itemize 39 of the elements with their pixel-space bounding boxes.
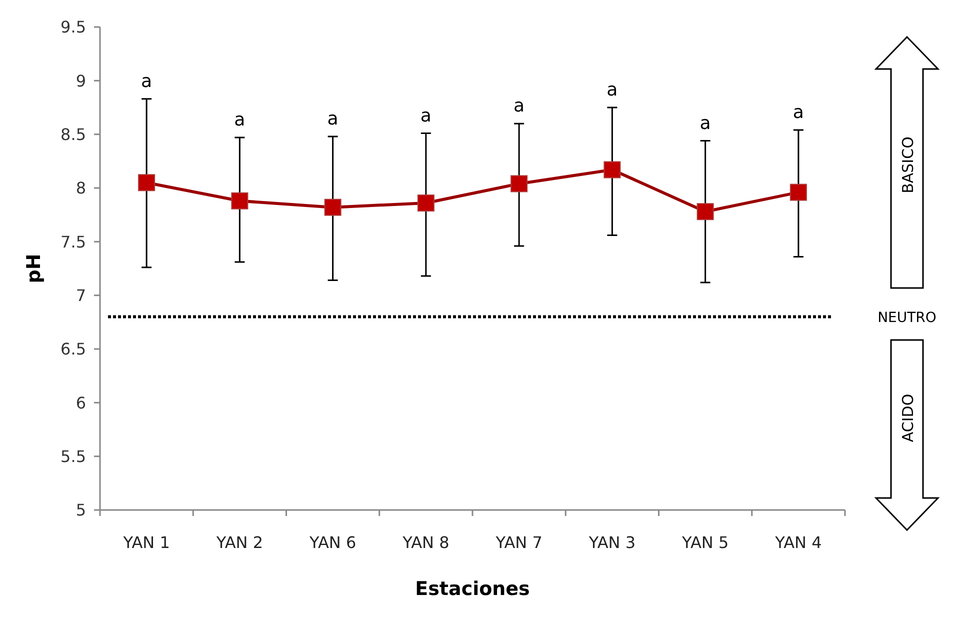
- point: [324, 198, 342, 216]
- x-tick-label: YAN 1: [122, 533, 170, 552]
- point: [790, 184, 807, 201]
- point: [510, 175, 528, 192]
- annotation: a: [792, 102, 804, 124]
- y-tick-label: 8.5: [60, 124, 86, 144]
- point: [696, 203, 714, 220]
- y-tick-label: 6: [76, 393, 86, 412]
- x-tick-label: YAN 8: [402, 533, 450, 552]
- annotation: a: [700, 112, 711, 134]
- point: [417, 194, 434, 212]
- annotation: a: [606, 80, 618, 100]
- y-tick-label: 7: [76, 286, 86, 305]
- y-tick-label: 5.5: [60, 446, 86, 466]
- y-tick-label: 9.5: [60, 18, 86, 37]
- y-tick-label: 9: [76, 71, 86, 90]
- y-tick-label: 6.5: [60, 340, 86, 359]
- y-axis-title: pH: [23, 254, 45, 284]
- x-tick-label: YAN 7: [494, 533, 542, 552]
- text: BASICO: [899, 136, 917, 194]
- x-tick-label: YAN 2: [215, 533, 264, 552]
- point: [138, 174, 156, 192]
- text: NEUTRO: [878, 310, 936, 326]
- y-tick-label: 7.5: [60, 232, 86, 252]
- x-tick-label: YAN 4: [774, 533, 822, 552]
- point: [604, 161, 621, 178]
- x-axis-title: Estaciones: [415, 578, 530, 600]
- annotation: a: [234, 110, 246, 131]
- annotation: a: [514, 96, 525, 117]
- x-tick-label: YAN 3: [588, 533, 636, 552]
- x-tick-label: YAN 6: [308, 533, 356, 552]
- annotation: a: [420, 105, 432, 126]
- annotation: a: [141, 70, 152, 92]
- text: ACIDO: [899, 394, 917, 442]
- x-tick-label: YAN 5: [680, 533, 729, 552]
- annotation: a: [327, 108, 338, 130]
- y-tick-label: 8: [76, 178, 86, 198]
- point: [231, 192, 248, 210]
- y-tick-label: 5: [76, 500, 86, 520]
